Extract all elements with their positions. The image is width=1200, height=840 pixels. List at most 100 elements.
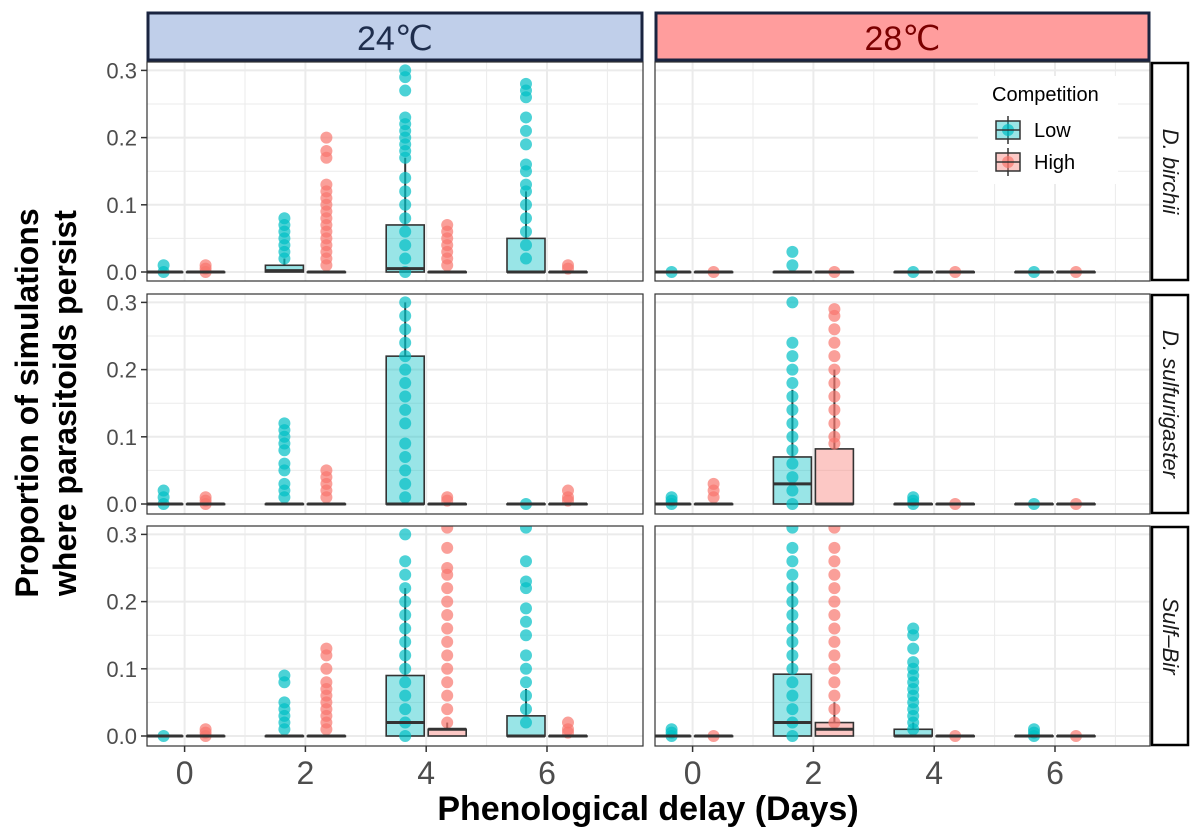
data-point [520,575,532,588]
data-point [828,676,841,689]
y-tick-label: 0.3 [106,58,137,83]
box-group-high-2 [814,526,855,737]
data-point [520,239,532,252]
box-group-high-4 [935,266,976,278]
box-group-low-0 [147,259,184,278]
data-point [828,582,841,595]
box-group-low-2 [264,212,305,273]
data-point [320,662,333,675]
data-point [786,526,799,534]
y-tick-label: 0.3 [106,522,137,547]
x-tick-label: 6 [538,755,556,791]
box-group-high-0 [693,477,734,506]
box-group-low-6 [1014,266,1054,278]
data-point [520,212,532,225]
data-point [441,662,454,675]
data-point [520,198,532,211]
data-point [399,212,412,225]
box-group-high-2 [814,266,855,278]
data-point [828,703,841,716]
data-point [399,689,412,702]
data-point [828,417,841,430]
data-point [441,582,454,595]
box-group-low-2 [264,669,305,738]
data-point [399,198,412,211]
data-point [786,703,799,716]
box-group-high-2 [306,642,347,738]
data-point [828,649,841,662]
data-point [786,377,799,390]
data-point [786,649,799,662]
box-group-high-6 [548,259,588,275]
data-point [399,225,412,238]
data-point [786,635,799,648]
panel-border [654,525,1151,747]
box-group-low-2 [264,417,305,506]
data-point [399,730,412,742]
data-point [441,689,454,702]
panel-3-1 [146,525,644,747]
data-point [278,212,291,225]
data-point [786,676,799,689]
box-group-low-6 [506,526,546,738]
box-high-2 [814,448,855,505]
row-strip-label-3: Sulf–Bir [1158,597,1183,676]
data-point [786,417,799,430]
legend-title: Competition [992,84,1099,106]
panel-background [147,526,643,746]
data-point [562,716,574,729]
data-point [520,676,532,689]
data-point [828,336,841,349]
data-point [399,437,412,450]
data-point [828,377,841,390]
data-point [786,430,799,443]
data-point [399,703,412,716]
data-point [828,403,841,416]
box-group-low-6 [1014,498,1054,510]
data-point [320,676,333,689]
data-point [399,491,412,504]
panel-data [147,526,588,742]
data-point [786,350,799,363]
y-tick-label: 0.0 [106,492,137,517]
box-group-high-6 [548,716,588,739]
data-point [399,336,412,349]
data-point [828,363,841,376]
panel-border [146,293,644,515]
y-tick-label: 0.2 [106,126,137,151]
data-point [520,158,532,171]
panel-data [655,245,1096,278]
data-point [441,703,454,716]
data-point [520,124,532,137]
box-group-high-0 [693,730,734,742]
row-strip-2 [1150,293,1190,515]
data-point [520,555,532,568]
data-point [786,390,799,403]
data-point [399,635,412,648]
row-strip-label-1: D. birchii [1158,129,1183,216]
data-point [828,595,841,608]
data-point [786,471,799,484]
data-point [520,602,532,615]
data-point [441,541,454,554]
box-group-low-0 [147,484,184,510]
data-point [399,477,412,490]
data-point [399,609,412,622]
data-point [828,635,841,648]
data-point [399,622,412,635]
panel-1-1 [146,61,644,282]
data-point [157,259,170,272]
data-point [199,723,212,736]
legend-item-high: High [1034,152,1075,174]
data-point [441,526,454,534]
data-point [399,171,412,184]
strips-layer: 24℃ 28℃ D. birchii D. sulfurigaster Sulf–Bir [146,11,1190,747]
panel-background [147,294,643,514]
data-point [399,417,412,430]
data-point [907,622,920,635]
y-tick-label: 0.1 [106,657,137,682]
data-point [562,259,574,272]
box-group-low-6 [1014,723,1054,742]
data-point [520,526,532,534]
